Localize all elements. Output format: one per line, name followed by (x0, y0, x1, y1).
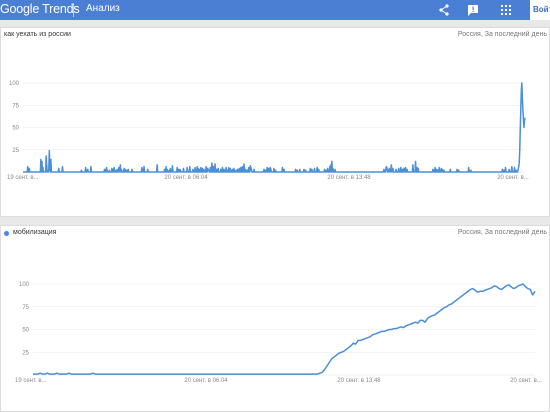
share-icon[interactable] (437, 3, 451, 17)
top-bar: Google Trends Анализ Войти (0, 0, 550, 20)
chart-1-series-line (22, 82, 526, 173)
chart-1-ytick-label: 50 (12, 126, 19, 132)
chart-2-series-line (33, 283, 536, 375)
chart-2-xtick-label: 20 сент. в 06:04 (184, 378, 228, 384)
feedback-icon[interactable] (466, 3, 480, 17)
header-divider (73, 3, 74, 17)
chart-2-xtick-label: 19 сент. в... (15, 378, 47, 384)
panel-2-region-period[interactable]: Россия, За последний день (457, 229, 547, 236)
chart-2-ytick-label: 25 (22, 350, 29, 356)
chart-1-xtick-label: 20 сент. в 13:48 (327, 175, 371, 181)
chart-1: 25 50 75 100 19 сент. в... 20 сент. в 06:04 20… (7, 81, 529, 181)
panel-2-query: мобилизация (13, 229, 57, 236)
section-title: Анализ (86, 3, 120, 14)
chart-2-ytick-label: 50 (22, 328, 29, 334)
login-button[interactable]: Войти (530, 0, 550, 20)
chart-1-xtick-label: 20 сент. в... (497, 175, 529, 181)
panel-1-query: как уехать из россии (4, 31, 71, 38)
chart-1-ytick-label: 75 (12, 103, 19, 109)
google-trends-logo[interactable]: Google Trends (0, 2, 80, 16)
chart-panel-1: как уехать из россии Россия, За последни… (0, 27, 550, 217)
series-dot-icon (4, 231, 9, 236)
chart-2-ytick-label: 75 (22, 305, 29, 311)
panel-2-header: мобилизация Россия, За последний день (1, 226, 549, 240)
chart-2: 25 50 75 100 19 сент. в... 20 сент. в 06:04 20… (15, 282, 542, 384)
chart-1-xtick-label: 19 сент. в... (7, 175, 39, 181)
chart-panel-2: мобилизация Россия, За последний день 25… (0, 225, 550, 412)
chart-2-ytick-label: 100 (19, 282, 30, 288)
chart-1-ytick-label: 100 (9, 81, 20, 87)
chart-2-xtick-label: 20 сент. в 13:48 (337, 378, 381, 384)
apps-grid-icon[interactable] (499, 3, 513, 17)
panel-1-region-period[interactable]: Россия, За последний день (457, 31, 547, 38)
chart-1-xtick-label: 20 сент. в 06:04 (164, 175, 208, 181)
panel-1-header: как уехать из россии Россия, За последни… (1, 28, 549, 42)
chart-2-xtick-label: 20 сент. в... (510, 378, 542, 384)
chart-1-ytick-label: 25 (12, 148, 19, 154)
